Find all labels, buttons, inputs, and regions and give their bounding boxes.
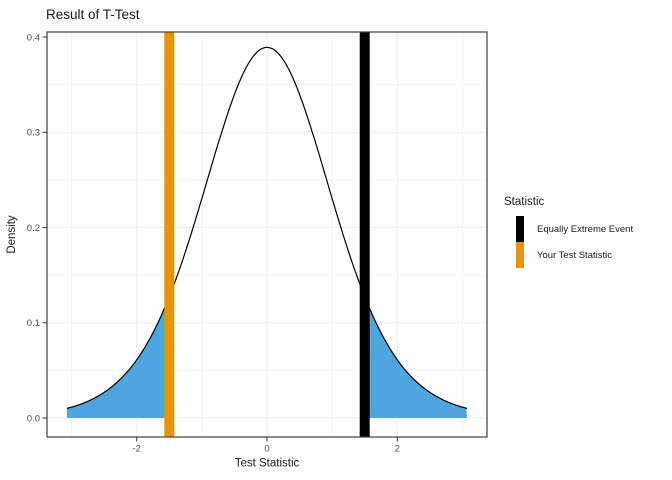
y-axis-title: Density	[6, 215, 18, 254]
y-tick-label: 0.1	[27, 318, 40, 329]
shaded-tail-region	[364, 296, 467, 418]
legend-label: Equally Extreme Event	[537, 223, 634, 235]
y-tick-label: 0.0	[27, 413, 40, 424]
plot-layers: -2 0 2 0.0 0.1 0.2 0.3 0.4	[27, 31, 488, 455]
x-tick-label: 2	[395, 444, 400, 455]
x-tick-label: -2	[132, 444, 140, 455]
y-tick-label: 0.2	[27, 223, 40, 234]
legend-label: Your Test Statistic	[537, 249, 612, 261]
legend: Statistic Equally Extreme Event Your Tes…	[504, 196, 633, 268]
x-axis-title: Test Statistic	[235, 458, 300, 470]
y-tick-label: 0.4	[27, 32, 40, 43]
x-tick-label: 0	[264, 444, 269, 455]
legend-key-orange-line	[516, 242, 524, 268]
shaded-tail-region	[67, 298, 170, 418]
legend-item-equally-extreme-event: Equally Extreme Event	[504, 216, 633, 242]
density-curve	[66, 46, 468, 409]
y-tick-label: 0.3	[27, 128, 40, 139]
plot-title: Result of T-Test	[46, 7, 140, 22]
legend-key-black-line	[516, 216, 524, 242]
legend-item-your-test-statistic: Your Test Statistic	[504, 242, 633, 268]
legend-title: Statistic	[504, 196, 545, 208]
